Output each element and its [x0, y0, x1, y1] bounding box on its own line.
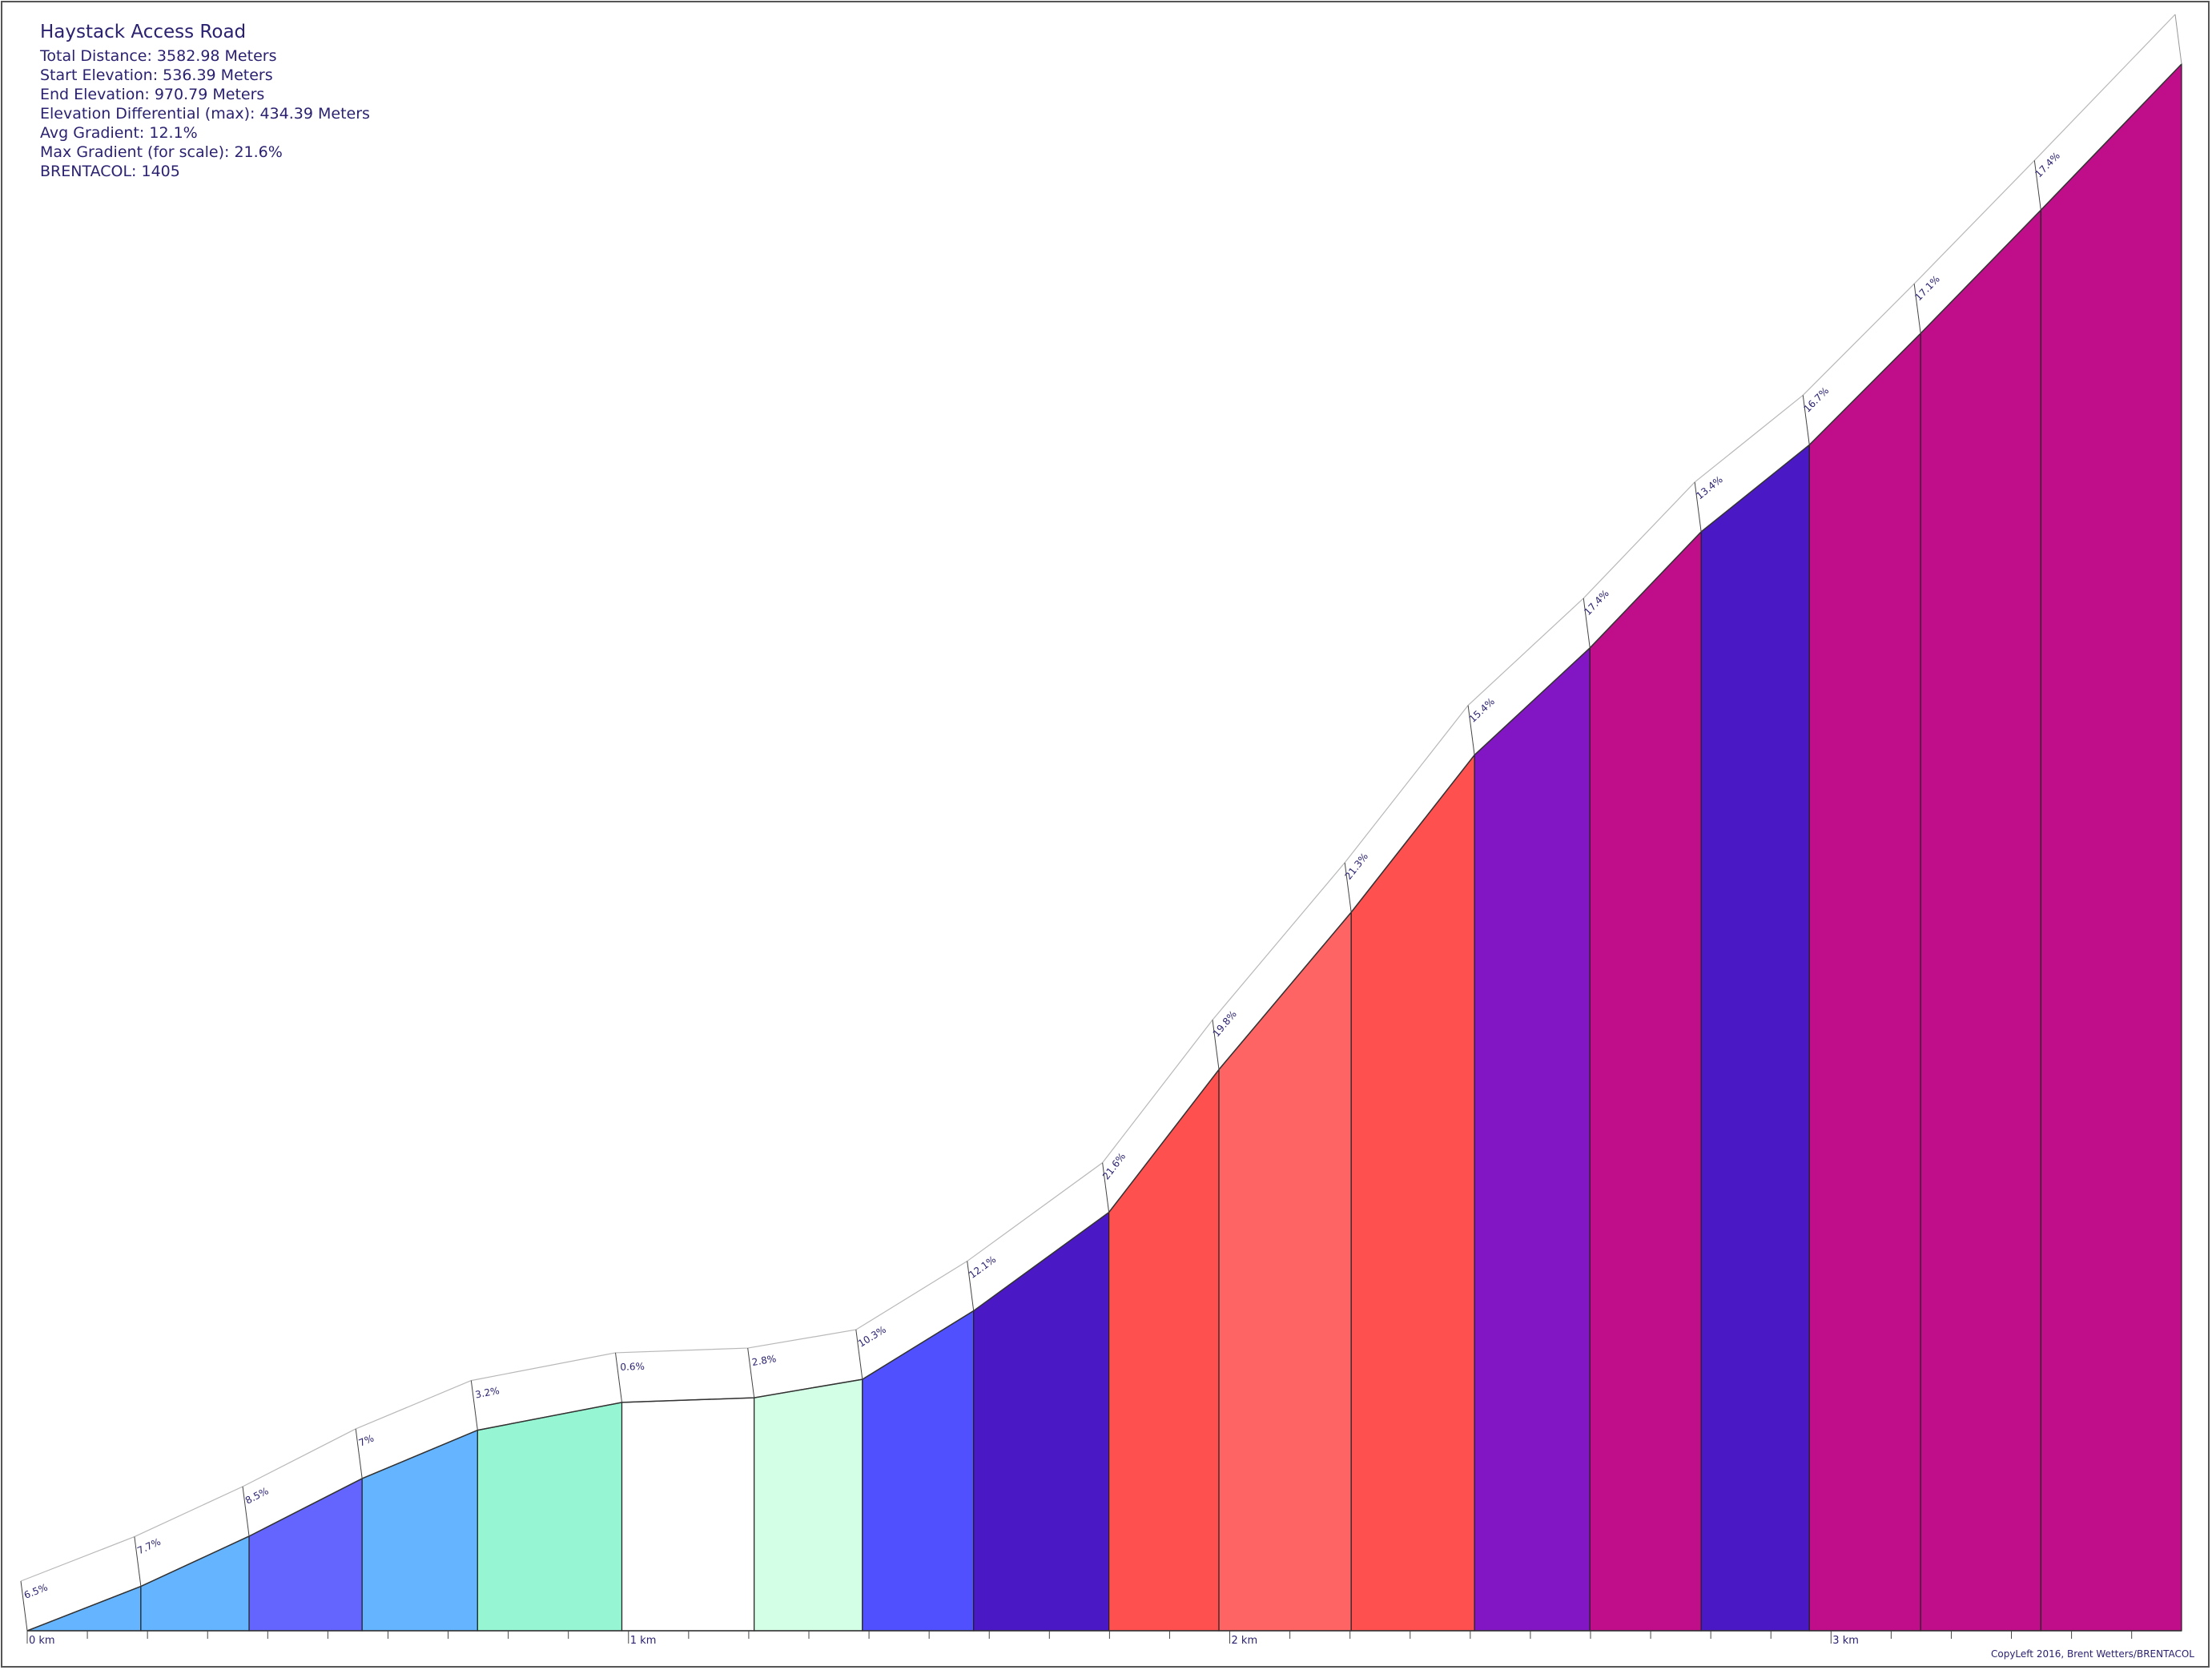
- band-divider-13: [1467, 705, 1475, 755]
- x-tick-label-1: 1 km: [630, 1635, 657, 1647]
- band-divider-15: [1694, 481, 1702, 533]
- gradient-label-14: 17.4%: [1582, 588, 1611, 618]
- segment-18: [2040, 62, 2182, 1632]
- band-divider-16: [1802, 395, 1810, 445]
- segment-10: [1108, 1068, 1220, 1632]
- band-divider-8: [855, 1330, 863, 1380]
- end-elevation: End Elevation: 970.79 Meters: [40, 86, 265, 103]
- gradient-label-17: 17.1%: [1912, 273, 1942, 303]
- gradient-label-4: 7%: [357, 1432, 376, 1448]
- band-divider-2: [134, 1536, 142, 1587]
- segment-11: [1218, 911, 1352, 1632]
- gradient-label-18: 17.4%: [2033, 150, 2062, 179]
- gradient-label-15: 13.4%: [1694, 474, 1724, 502]
- info-panel: Haystack Access Road Total Distance: 358…: [40, 22, 370, 181]
- band-divider-3: [242, 1486, 250, 1537]
- x-axis: 0 km 1 km 2 km 3 km: [26, 1630, 2182, 1647]
- segment-8: [862, 1310, 975, 1632]
- gradient-label-5: 3.2%: [474, 1385, 501, 1401]
- band-divider-9: [967, 1261, 975, 1311]
- x-tick-label-3: 3 km: [1832, 1635, 1859, 1647]
- gradient-label-6: 0.6%: [620, 1361, 645, 1373]
- x-tick-label-2: 2 km: [1232, 1635, 1258, 1647]
- gradient-label-7: 2.8%: [751, 1353, 777, 1368]
- band-divider-19: [2174, 14, 2182, 65]
- band-divider-1: [20, 1580, 28, 1632]
- band-divider-4: [355, 1428, 363, 1479]
- segment-3: [248, 1477, 363, 1632]
- segment-15: [1700, 444, 1810, 1632]
- avg-gradient: Avg Gradient: 12.1%: [40, 124, 198, 142]
- elevation-differential: Elevation Differential (max): 434.39 Met…: [40, 105, 370, 123]
- gradient-label-1: 6.5%: [22, 1582, 50, 1601]
- segment-6: [621, 1397, 755, 1632]
- brentacol-score: BRENTACOL: 1405: [40, 163, 180, 180]
- max-gradient: Max Gradient (for scale): 21.6%: [40, 143, 283, 161]
- gradient-label-8: 10.3%: [856, 1324, 888, 1350]
- start-elevation: Start Elevation: 536.39 Meters: [40, 66, 273, 84]
- gradient-label-16: 16.7%: [1801, 385, 1831, 415]
- segment-9: [973, 1211, 1110, 1632]
- segment-4: [361, 1429, 478, 1632]
- band-divider-7: [747, 1348, 755, 1398]
- segment-2: [140, 1535, 250, 1632]
- band-divider-18: [2033, 160, 2041, 211]
- band-divider-12: [1344, 862, 1352, 913]
- band-divider-10: [1102, 1162, 1110, 1213]
- gradient-label-12: 21.3%: [1343, 851, 1371, 882]
- band-divider-17: [1913, 284, 1921, 334]
- total-distance: Total Distance: 3582.98 Meters: [40, 47, 277, 65]
- segment-12: [1350, 753, 1475, 1632]
- route-title: Haystack Access Road: [40, 22, 247, 42]
- band-divider-14: [1583, 598, 1591, 649]
- band-divider-5: [470, 1380, 478, 1431]
- band-divider-11: [1212, 1020, 1220, 1070]
- segment-14: [1589, 530, 1702, 1632]
- segment-17: [1920, 208, 2041, 1632]
- gradient-label-13: 15.4%: [1467, 696, 1497, 725]
- gradient-label-10: 21.6%: [1100, 1151, 1128, 1182]
- perspective-band: [20, 14, 2182, 1632]
- copyleft-credit: CopyLeft 2016, Brent Wetters/BRENTACOL: [1990, 1648, 2194, 1660]
- segment-fills: [26, 62, 2182, 1632]
- segment-7: [754, 1378, 863, 1632]
- band-divider-6: [615, 1352, 623, 1402]
- segment-13: [1474, 646, 1591, 1632]
- x-tick-label-0: 0 km: [29, 1635, 55, 1647]
- segment-5: [477, 1402, 623, 1632]
- gradient-label-2: 7.7%: [135, 1536, 163, 1557]
- gradient-label-11: 19.8%: [1211, 1008, 1239, 1039]
- segment-16: [1808, 332, 1921, 1632]
- gradient-label-3: 8.5%: [243, 1485, 271, 1506]
